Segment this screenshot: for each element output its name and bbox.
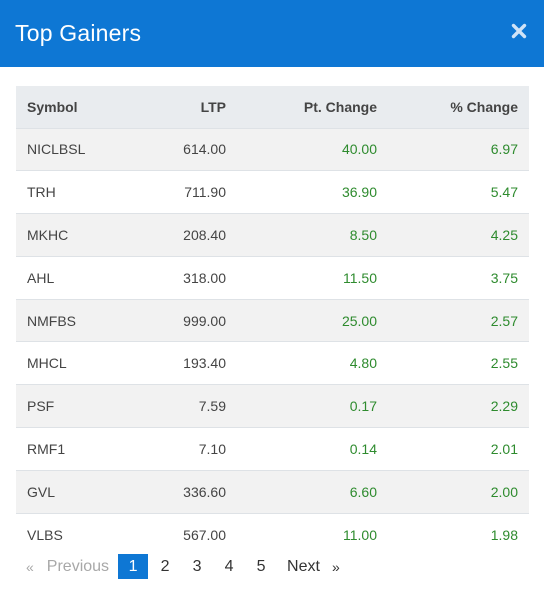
header-pt-change: Pt. Change <box>303 98 377 115</box>
modal-header: Top Gainers <box>0 0 544 67</box>
table-row[interactable]: PSF 7.59 0.17 2.29 <box>16 384 529 428</box>
page-2-button[interactable]: 2 <box>160 557 170 575</box>
cell-pt-change: 0.14 <box>349 440 377 457</box>
cell-ltp: 7.10 <box>198 440 226 457</box>
cell-pt-change: 11.50 <box>343 269 377 286</box>
cell-symbol: VLBS <box>27 526 63 543</box>
cell-pct-change: 3.75 <box>490 269 518 286</box>
cell-ltp: 318.00 <box>183 269 226 286</box>
cell-symbol: NICLBSL <box>27 141 86 158</box>
close-icon <box>511 23 527 44</box>
double-chevron-left-icon: « <box>26 558 34 575</box>
page-5-button[interactable]: 5 <box>256 557 266 575</box>
cell-symbol: AHL <box>27 269 55 286</box>
cell-pct-change: 5.47 <box>490 184 518 201</box>
cell-ltp: 208.40 <box>183 226 226 243</box>
table-row[interactable]: VLBS 567.00 11.00 1.98 <box>16 513 529 556</box>
header-symbol: Symbol <box>27 98 78 115</box>
cell-symbol: NMFBS <box>27 312 76 329</box>
page-3-button[interactable]: 3 <box>192 557 202 575</box>
cell-ltp: 336.60 <box>183 483 226 500</box>
cell-symbol: RMF1 <box>27 440 66 457</box>
page-4-button[interactable]: 4 <box>224 557 234 575</box>
previous-page-button[interactable]: « Previous <box>16 554 117 579</box>
page-1-button[interactable]: 1 <box>118 554 149 579</box>
cell-pct-change: 1.98 <box>490 526 518 543</box>
cell-symbol: GVL <box>27 483 56 500</box>
cell-ltp: 193.40 <box>183 355 226 372</box>
cell-ltp: 999.00 <box>183 312 226 329</box>
double-chevron-right-icon: » <box>331 558 340 575</box>
table-header-row: Symbol LTP Pt. Change % Change <box>16 86 529 128</box>
gainers-table-container: Symbol LTP Pt. Change % Change NICLBSL 6… <box>16 86 529 556</box>
table-row[interactable]: RMF1 7.10 0.14 2.01 <box>16 427 529 471</box>
next-label: Next <box>287 557 320 575</box>
cell-pt-change: 4.80 <box>349 355 377 372</box>
cell-ltp: 7.59 <box>198 398 226 415</box>
next-page-button[interactable]: Next » <box>277 554 340 579</box>
cell-ltp: 567.00 <box>183 526 226 543</box>
table-row[interactable]: GVL 336.60 6.60 2.00 <box>16 470 529 514</box>
cell-pt-change: 40.00 <box>341 141 377 158</box>
table-row[interactable]: TRH 711.90 36.90 5.47 <box>16 170 529 214</box>
cell-ltp: 614.00 <box>183 141 226 158</box>
cell-pt-change: 0.17 <box>349 398 377 415</box>
cell-pt-change: 25.00 <box>341 312 377 329</box>
cell-pt-change: 36.90 <box>341 184 377 201</box>
cell-pct-change: 2.55 <box>490 355 518 372</box>
table-row[interactable]: NMFBS 999.00 25.00 2.57 <box>16 299 529 342</box>
cell-pct-change: 2.57 <box>490 312 518 329</box>
cell-pct-change: 2.29 <box>490 398 518 415</box>
pagination: « Previous 1 2 3 4 5 Next » <box>16 554 340 579</box>
table-row[interactable]: MKHC 208.40 8.50 4.25 <box>16 213 529 257</box>
cell-pct-change: 2.01 <box>490 440 518 457</box>
cell-symbol: TRH <box>27 184 56 201</box>
modal-title: Top Gainers <box>15 20 142 46</box>
header-pct-change: % Change <box>450 98 518 115</box>
cell-pct-change: 4.25 <box>490 226 518 243</box>
cell-pct-change: 6.97 <box>490 141 518 158</box>
previous-label: Previous <box>46 557 110 575</box>
cell-symbol: MKHC <box>27 226 69 243</box>
cell-pt-change: 6.60 <box>349 483 377 500</box>
cell-pt-change: 8.50 <box>349 226 377 243</box>
close-button[interactable] <box>508 23 530 45</box>
table-row[interactable]: NICLBSL 614.00 40.00 6.97 <box>16 128 529 171</box>
cell-symbol: MHCL <box>27 355 67 372</box>
cell-pt-change: 11.00 <box>343 526 377 543</box>
cell-symbol: PSF <box>27 398 55 415</box>
cell-ltp: 711.90 <box>184 184 226 201</box>
table-row[interactable]: MHCL 193.40 4.80 2.55 <box>16 341 529 385</box>
header-ltp: LTP <box>200 98 226 115</box>
gainers-table: Symbol LTP Pt. Change % Change NICLBSL 6… <box>16 86 529 556</box>
cell-pct-change: 2.00 <box>490 483 518 500</box>
table-row[interactable]: AHL 318.00 11.50 3.75 <box>16 256 529 300</box>
